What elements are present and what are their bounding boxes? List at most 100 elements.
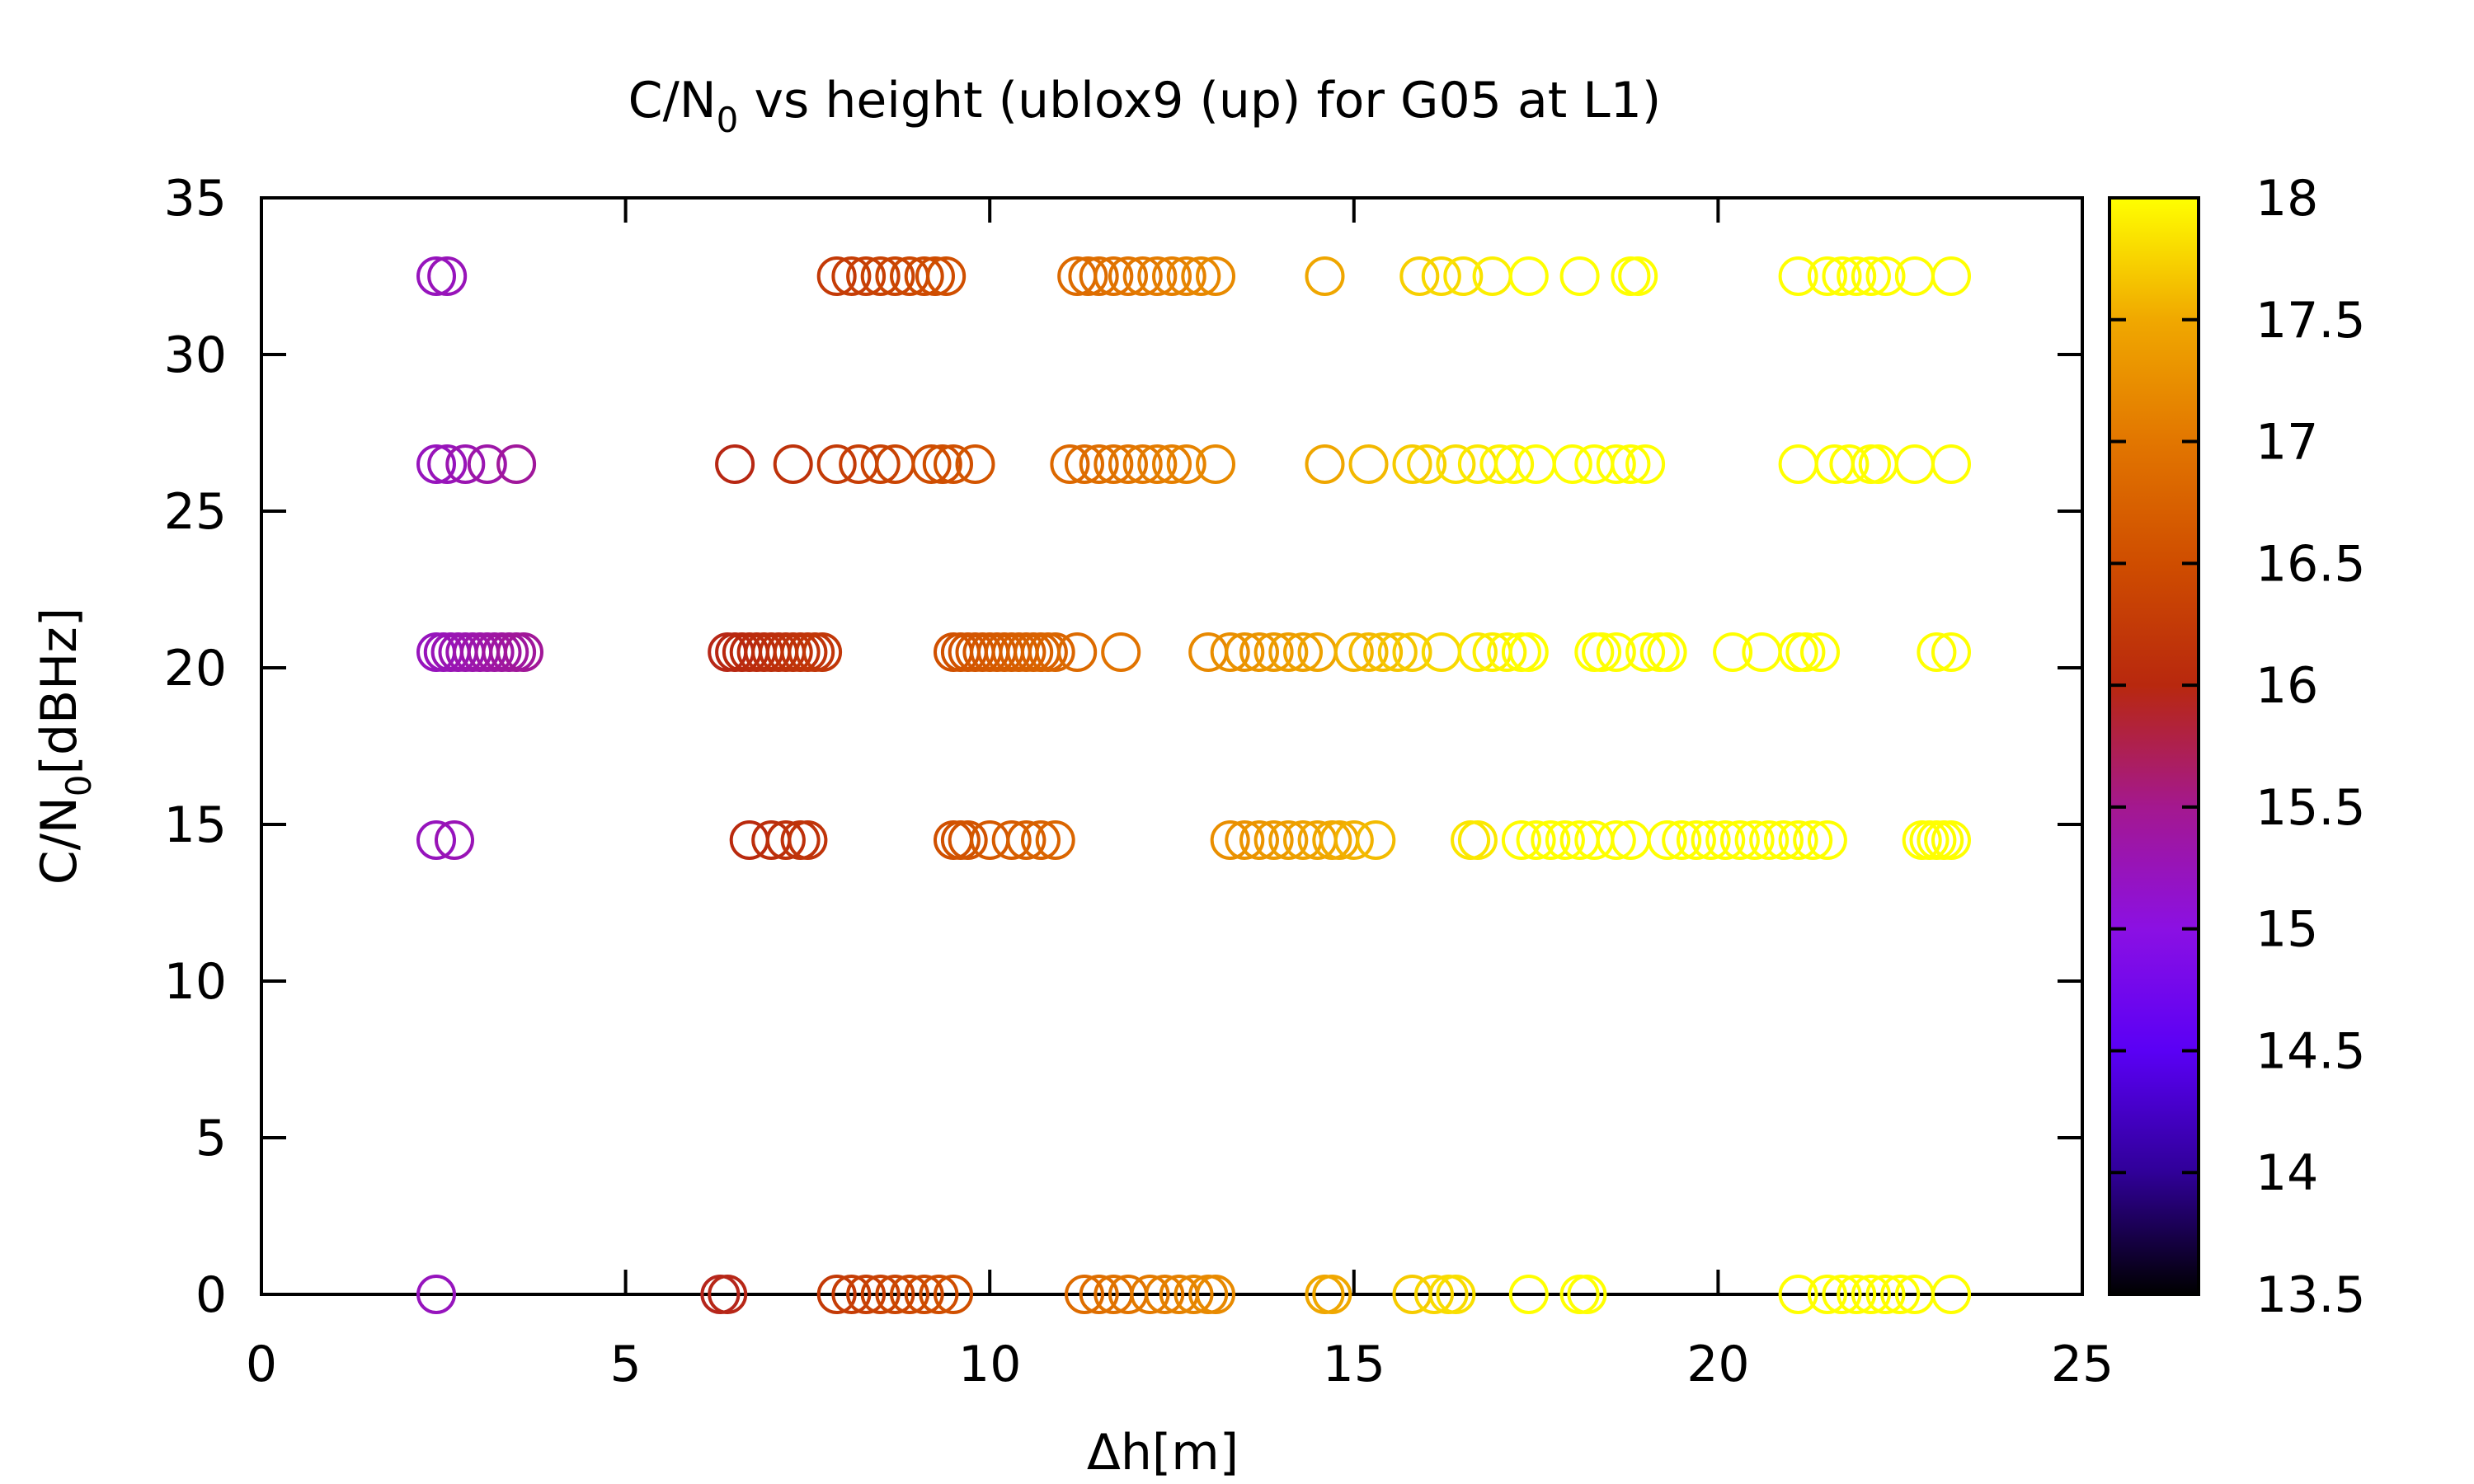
data-point [1472,256,1512,296]
data-point [1508,1275,1549,1314]
data-point [1122,444,1163,484]
data-point [416,1275,456,1314]
data-point [1035,632,1075,672]
data-point [1436,1275,1476,1314]
colorbar-tick-label: 15 [2255,901,2318,959]
data-point [1494,444,1535,484]
data-point [1822,1275,1862,1314]
data-point [1137,444,1178,484]
data-point [1166,444,1206,484]
plot-frame [260,196,2084,1296]
data-point [1552,444,1592,484]
data-point [846,1275,887,1314]
data-point [1079,1275,1119,1314]
data-point [1268,820,1309,860]
x-tick-label: 15 [1323,1336,1385,1393]
data-point [1057,632,1098,672]
data-point [1407,444,1447,484]
chart-title: C/N0 vs height (ublox9 (up) for G05 at L… [628,72,1662,140]
data-point [1763,820,1804,860]
data-point [1559,256,1600,296]
x-tick-label: 5 [610,1336,642,1393]
data-point [1152,256,1192,296]
data-point [802,632,843,672]
y-tick-label: 10 [164,953,227,1011]
data-point [831,1275,872,1314]
data-point [1312,1275,1352,1314]
data-point [1487,632,1527,672]
data-point [1793,820,1833,860]
data-point [1363,632,1404,672]
data-point [1079,444,1119,484]
data-point [1021,820,1061,860]
data-point [1145,1275,1185,1314]
data-point [1094,444,1134,484]
data-point [715,444,755,484]
data-point [1596,632,1636,672]
data-point [1181,256,1221,296]
data-point [1268,632,1309,672]
data-point [1829,444,1870,484]
data-point [435,820,474,860]
data-point [1392,632,1432,672]
data-point [1545,820,1585,860]
data-point [1108,256,1148,296]
data-point [1050,444,1090,484]
data-point [1837,1275,1877,1314]
colorbar-tick-label: 18 [2255,170,2318,228]
x-axis-label: Δh[m] [1087,1424,1239,1482]
data-point [1596,444,1636,484]
data-point [1188,632,1229,672]
data-point [919,1275,959,1314]
data-point [1625,444,1666,484]
data-point [788,820,828,860]
data-point [1800,632,1840,672]
data-point [1451,820,1491,860]
data-point [1399,256,1440,296]
data-point [1443,256,1484,296]
colorbar-tick-label: 14 [2255,1144,2318,1202]
data-point [860,444,901,484]
x-tick-label: 20 [1686,1336,1749,1393]
data-point [1210,820,1250,860]
data-point [970,820,1010,860]
data-point [1785,632,1826,672]
data-point [1283,632,1323,672]
data-point [1210,632,1250,672]
data-point [991,820,1032,860]
data-point [1196,444,1235,484]
data-point [1239,820,1279,860]
data-point [1596,820,1636,860]
data-point [1196,256,1235,296]
data-point [1676,820,1716,860]
data-point [504,632,543,672]
data-points [416,256,1971,1314]
data-point [904,1275,944,1314]
data-point [1377,632,1418,672]
data-point [496,444,537,484]
data-point [1348,632,1389,672]
data-point [1691,820,1731,860]
data-point [1239,632,1279,672]
data-point [1807,256,1847,296]
data-point [1851,256,1891,296]
data-point [1196,1275,1235,1314]
data-point [1611,444,1651,484]
data-point [1647,632,1687,672]
data-point [1508,632,1549,672]
data-point [1130,1275,1170,1314]
data-point [1457,444,1498,484]
data-point [1108,444,1148,484]
data-point [1457,820,1498,860]
data-point [1742,632,1782,672]
data-point [1414,1275,1454,1314]
data-point [1807,820,1847,860]
data-point [1894,444,1935,484]
data-point [1778,444,1818,484]
x-tick-label: 0 [246,1336,277,1393]
data-point [445,444,486,484]
data-point [915,256,955,296]
data-point [1457,632,1498,672]
data-point [1734,820,1775,860]
data-point [1305,444,1345,484]
